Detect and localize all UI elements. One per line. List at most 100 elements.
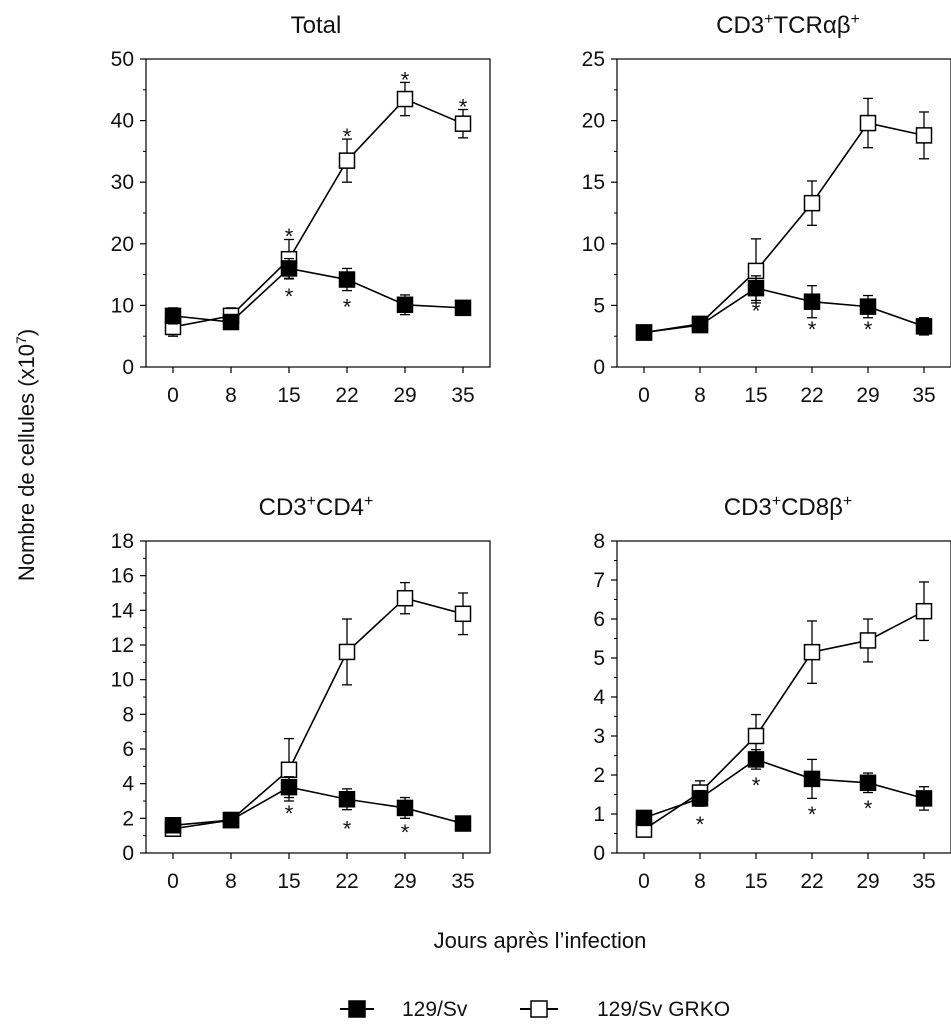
y-axis-label: Nombre de cellules (x107) — [13, 329, 39, 581]
title-text: CD4 — [316, 494, 364, 521]
data-point — [803, 293, 821, 310]
series-129sv-grko — [164, 581, 472, 837]
data-point — [859, 632, 877, 649]
y-tick-label: 16 — [111, 565, 134, 588]
y-tick-label: 14 — [111, 599, 135, 622]
data-point — [803, 643, 821, 661]
series-129sv-grko — [635, 97, 933, 341]
x-tick-label: 15 — [277, 384, 300, 407]
significance-star: * — [343, 817, 352, 842]
title-text: CD3 — [724, 494, 772, 521]
plot-frame — [616, 58, 951, 368]
significance-star: * — [401, 820, 410, 845]
y-tick-label: 5 — [593, 647, 605, 670]
significance-star: * — [343, 295, 352, 320]
y-tick-label: 3 — [593, 725, 605, 748]
data-point — [915, 127, 933, 144]
x-tick-label: 15 — [277, 870, 300, 893]
significance-star: * — [696, 812, 705, 837]
x-tick-label: 29 — [856, 384, 879, 407]
x-tick-label: 35 — [451, 870, 474, 893]
data-point — [338, 152, 356, 169]
significance-star: * — [808, 317, 817, 342]
significance-star: * — [285, 284, 294, 309]
y-tick-label: 1 — [593, 803, 605, 826]
x-tick-label: 29 — [393, 384, 416, 407]
x-axis-label: Jours après l’infection — [434, 928, 647, 953]
significance-star: * — [401, 67, 410, 92]
data-point — [859, 774, 877, 792]
data-point — [859, 298, 877, 315]
plot-frame — [145, 540, 491, 854]
legend-marker-129sv — [348, 1000, 366, 1018]
y-tick-label: 0 — [593, 842, 605, 865]
data-point — [280, 761, 298, 779]
y-tick-label: 2 — [593, 764, 605, 787]
y-tick-label: 5 — [593, 294, 605, 317]
legend-item-129sv-grko: 129/Sv GRKO — [520, 998, 730, 1021]
title-superscript: + — [843, 493, 852, 510]
y-tick-label: 15 — [582, 171, 605, 194]
series-line — [172, 98, 464, 328]
data-point — [915, 318, 933, 335]
data-point — [396, 296, 414, 314]
title-superscript: + — [764, 11, 773, 28]
data-point — [454, 605, 472, 623]
significance-star: * — [752, 773, 761, 798]
data-point — [635, 324, 653, 341]
x-tick-label: 8 — [225, 870, 237, 893]
series-129sv — [635, 749, 933, 827]
y-tick-label: 20 — [111, 233, 134, 256]
x-tick-label: 8 — [694, 870, 706, 893]
legend-label-129sv-grko: 129/Sv GRKO — [597, 998, 730, 1021]
y-tick-label: 0 — [593, 356, 605, 379]
y-tick-label: 40 — [111, 110, 134, 133]
data-point — [396, 90, 414, 108]
series-line — [643, 758, 925, 819]
data-point — [803, 770, 821, 788]
x-tick-label: 0 — [638, 870, 650, 893]
data-point — [859, 114, 877, 132]
x-tick-label: 0 — [167, 870, 179, 893]
series-line — [643, 287, 925, 334]
y-tick-label: 8 — [122, 703, 134, 726]
data-point — [915, 602, 933, 620]
legend: 129/Sv 129/Sv GRKO — [340, 998, 730, 1021]
series-line — [172, 267, 464, 323]
significance-star: * — [752, 298, 761, 323]
data-point — [454, 815, 472, 832]
x-tick-label: 22 — [335, 870, 358, 893]
data-point — [338, 791, 356, 808]
y-tick-label: 20 — [582, 110, 605, 133]
legend-label-129sv: 129/Sv — [402, 998, 468, 1021]
data-point — [222, 811, 240, 829]
x-tick-label: 35 — [912, 384, 935, 407]
data-point — [454, 115, 472, 132]
series-line — [643, 610, 925, 831]
data-point — [338, 271, 356, 288]
series-129sv-grko — [164, 81, 472, 337]
chart-panel-1: Total 0 10 20 30 40 50 0 8 15 22 29 35 * * * * * * — [111, 12, 491, 407]
x-tick-label: 22 — [800, 384, 823, 407]
title-text: CD3 — [259, 494, 307, 521]
y-axis-label-exponent: 7 — [13, 336, 29, 344]
x-tick-label: 0 — [167, 384, 179, 407]
data-point — [747, 727, 765, 745]
data-point — [691, 316, 709, 334]
y-tick-label: 6 — [122, 738, 134, 761]
data-point — [747, 279, 765, 297]
legend-marker-129sv-grko — [530, 1000, 548, 1018]
title-superscript: + — [307, 493, 316, 510]
y-tick-label: 25 — [582, 48, 605, 71]
data-point — [396, 589, 414, 607]
x-tick-label: 29 — [856, 870, 879, 893]
significance-star: * — [864, 796, 873, 821]
y-tick-label: 0 — [122, 356, 134, 379]
y-tick-label: 10 — [582, 233, 605, 256]
series-129sv — [164, 257, 472, 331]
data-point — [803, 194, 821, 212]
data-point — [280, 260, 298, 277]
